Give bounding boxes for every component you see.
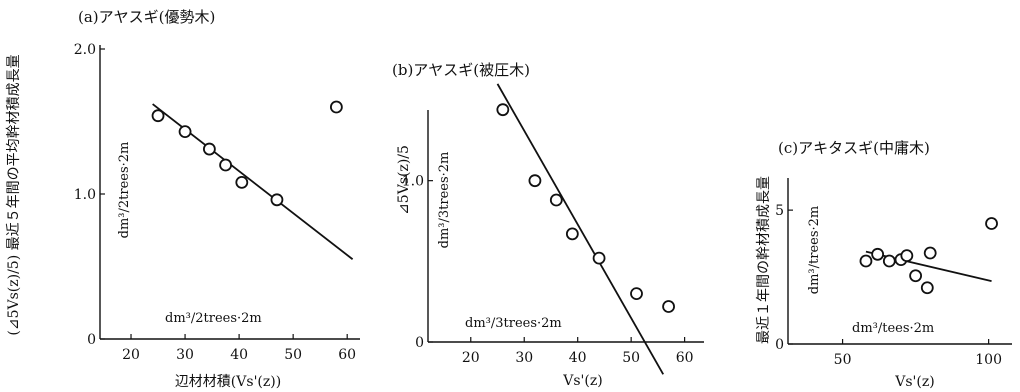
panel-a-unit-inner: dm³/2trees·2m [165, 311, 262, 326]
panel-b-marks [496, 83, 675, 375]
panel-b-axes: 20 30 40 50 60 0 1.0 [402, 110, 704, 366]
panel-a-title: (a)アヤスギ(優勢木) [78, 8, 215, 26]
panel-b-x-tick-label: 40 [569, 350, 587, 366]
panel-a-data-point [151, 109, 165, 123]
panel-b-y-tick-label: 1.0 [402, 174, 424, 190]
panel-c-y-tick-label: 5 [775, 203, 784, 219]
panel-c-marks [859, 217, 998, 295]
panel-b-x-tick-label: 30 [515, 350, 533, 366]
panel-c-data-point [882, 254, 896, 268]
panel-b: (b)アヤスギ(被圧木) ⊿5Vs(z)/5 dm³/3trees·2m dm³… [392, 61, 704, 389]
panel-a-data-point [219, 158, 232, 172]
panel-a-y-tick-label: 0 [87, 332, 96, 348]
panel-c-y-axis-title: 最近１年間の幹材積成長量 [755, 176, 772, 344]
panel-a-data-point [235, 175, 249, 189]
panel-a-marks [151, 100, 354, 260]
panel-b-title: (b)アヤスギ(被圧木) [392, 61, 530, 79]
panel-b-data-point [565, 227, 579, 241]
panel-b-data-point [630, 287, 643, 301]
panel-b-x-axis-title: Vs'(z) [562, 373, 602, 389]
panel-b-y-tick-label: 0 [415, 335, 424, 351]
panel-b-data-point [592, 251, 606, 265]
panel-b-data-point [528, 174, 542, 188]
panel-c-axes: 50 100 0 5 [775, 178, 1012, 368]
panel-a-x-tick-label: 50 [284, 347, 302, 363]
panel-b-y-axis-title: ⊿5Vs(z)/5 [396, 145, 412, 215]
panel-a-x-tick-label: 40 [230, 347, 248, 363]
panel-a-x-tick-label: 30 [176, 347, 194, 363]
panel-a-data-point [270, 193, 284, 207]
panel-b-unit-rotated: dm³/3trees·2m [437, 152, 452, 249]
panel-c-unit-inner: dm³/tees·2m [852, 321, 934, 336]
panel-a-data-point [178, 125, 192, 139]
panel-c-data-point [859, 254, 873, 268]
panel-b-data-point [549, 193, 563, 207]
panel-c: (c)アキタスギ(中庸木) 最近１年間の幹材積成長量 dm³/trees·2m … [755, 139, 1012, 390]
panel-b-regression-line [496, 83, 665, 375]
panel-c-data-point [985, 217, 998, 230]
panel-a-x-tick-label: 60 [338, 347, 356, 363]
panel-a-y-tick-label: 1.0 [74, 187, 96, 203]
panel-c-unit-rotated: dm³/trees·2m [807, 206, 822, 294]
panel-a-x-tick-label: 20 [122, 347, 140, 363]
panel-b-unit-inner: dm³/3trees·2m [465, 316, 562, 331]
panel-b-x-tick-label: 60 [676, 350, 694, 366]
panel-a-data-point [202, 142, 216, 156]
panel-c-data-point [909, 269, 923, 283]
panel-c-y-tick-label: 0 [775, 337, 784, 353]
panel-c-data-point [871, 247, 885, 261]
panel-c-x-tick-label: 100 [975, 352, 1002, 368]
panel-a-x-axis-title: 辺材材積(Vs'(z)) [175, 374, 281, 390]
panel-c-data-point [900, 249, 914, 263]
panel-b-data-point [662, 300, 675, 313]
panel-b-x-tick-label: 20 [462, 350, 480, 366]
panel-a-y-tick-label: 2.0 [74, 42, 96, 58]
panel-a-unit-rotated: dm³/2trees·2m [117, 142, 132, 239]
panel-c-title: (c)アキタスギ(中庸木) [778, 139, 930, 157]
panel-a: (a)アヤスギ(優勢木) (⊿5Vs(z)/5) 最近５年間の平均幹材積成長量 … [5, 8, 360, 390]
panel-a-axes: 20 30 40 50 60 0 1.0 2.0 [74, 42, 360, 363]
panel-c-data-point [923, 246, 937, 260]
panel-b-x-tick-label: 50 [622, 350, 640, 366]
panel-c-x-axis-title: Vs'(z) [894, 374, 934, 390]
panel-c-data-point [920, 281, 934, 295]
panel-a-data-point [329, 100, 343, 114]
panel-b-data-point [496, 103, 510, 117]
panel-c-x-tick-label: 50 [834, 352, 852, 368]
panel-a-y-axis-title: (⊿5Vs(z)/5) 最近５年間の平均幹材積成長量 [5, 54, 22, 335]
